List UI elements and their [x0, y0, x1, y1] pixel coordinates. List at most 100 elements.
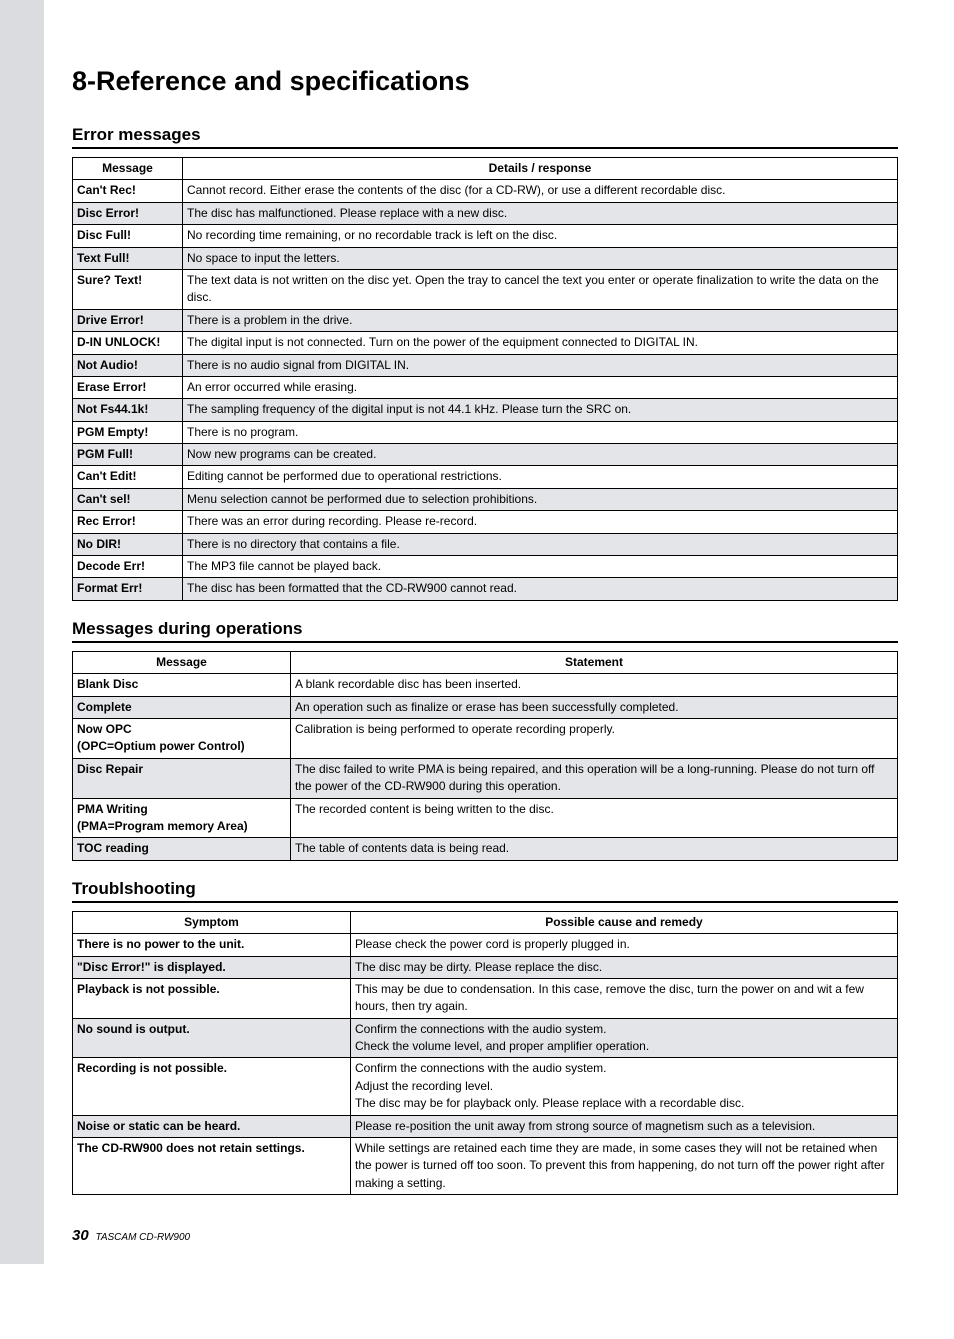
error-detail-cell: There is no directory that contains a fi…: [183, 533, 898, 555]
page: 8-Reference and specifications Error mes…: [0, 0, 954, 1264]
page-footer: 30 TASCAM CD-RW900: [72, 1227, 898, 1244]
error-message-cell: Sure? Text!: [73, 269, 183, 309]
table-row: Sure? Text!The text data is not written …: [73, 269, 898, 309]
table-row: Erase Error!An error occurred while eras…: [73, 376, 898, 398]
ops-message-cell: Now OPC(OPC=Optium power Control): [73, 718, 291, 758]
error-message-cell: Can't Edit!: [73, 466, 183, 488]
error-message-cell: No DIR!: [73, 533, 183, 555]
error-detail-cell: The digital input is not connected. Turn…: [183, 332, 898, 354]
error-detail-cell: There was an error during recording. Ple…: [183, 511, 898, 533]
trouble-remedy-cell: Confirm the connections with the audio s…: [351, 1058, 898, 1115]
troubleshooting-table: Symptom Possible cause and remedy There …: [72, 911, 898, 1195]
table-row: No sound is output.Confirm the connectio…: [73, 1018, 898, 1058]
table-row: Recording is not possible.Confirm the co…: [73, 1058, 898, 1115]
ops-messages-table: Message Statement Blank DiscA blank reco…: [72, 651, 898, 861]
error-message-cell: Decode Err!: [73, 556, 183, 578]
trouble-col-symptom: Symptom: [73, 911, 351, 933]
trouble-symptom-cell: There is no power to the unit.: [73, 934, 351, 956]
error-detail-cell: The disc has been formatted that the CD-…: [183, 578, 898, 600]
table-row: Can't Edit!Editing cannot be performed d…: [73, 466, 898, 488]
table-row: Drive Error!There is a problem in the dr…: [73, 309, 898, 331]
ops-message-cell: Complete: [73, 696, 291, 718]
error-message-cell: Rec Error!: [73, 511, 183, 533]
ops-statement-cell: The disc failed to write PMA is being re…: [291, 758, 898, 798]
table-row: CompleteAn operation such as finalize or…: [73, 696, 898, 718]
error-message-cell: Disc Error!: [73, 202, 183, 224]
error-detail-cell: The disc has malfunctioned. Please repla…: [183, 202, 898, 224]
table-row: Blank DiscA blank recordable disc has be…: [73, 674, 898, 696]
table-row: Text Full!No space to input the letters.: [73, 247, 898, 269]
trouble-remedy-cell: Please re-position the unit away from st…: [351, 1115, 898, 1137]
ops-col-message: Message: [73, 651, 291, 673]
error-message-cell: PGM Full!: [73, 444, 183, 466]
error-col-details: Details / response: [183, 158, 898, 180]
ops-statement-cell: The recorded content is being written to…: [291, 798, 898, 838]
table-row: PMA Writing(PMA=Program memory Area)The …: [73, 798, 898, 838]
trouble-symptom-cell: No sound is output.: [73, 1018, 351, 1058]
error-detail-cell: Cannot record. Either erase the contents…: [183, 180, 898, 202]
trouble-remedy-cell: This may be due to condensation. In this…: [351, 978, 898, 1018]
trouble-symptom-cell: Recording is not possible.: [73, 1058, 351, 1115]
table-row: TOC readingThe table of contents data is…: [73, 838, 898, 860]
ops-message-cell: Disc Repair: [73, 758, 291, 798]
table-row: Not Fs44.1k!The sampling frequency of th…: [73, 399, 898, 421]
error-detail-cell: No space to input the letters.: [183, 247, 898, 269]
error-detail-cell: An error occurred while erasing.: [183, 376, 898, 398]
page-number: 30: [72, 1227, 89, 1244]
table-row: PGM Empty!There is no program.: [73, 421, 898, 443]
error-message-cell: Disc Full!: [73, 225, 183, 247]
trouble-remedy-cell: The disc may be dirty. Please replace th…: [351, 956, 898, 978]
table-row: Can't Rec!Cannot record. Either erase th…: [73, 180, 898, 202]
table-row: Rec Error!There was an error during reco…: [73, 511, 898, 533]
table-row: "Disc Error!" is displayed.The disc may …: [73, 956, 898, 978]
trouble-symptom-cell: Playback is not possible.: [73, 978, 351, 1018]
left-margin-tab: [0, 0, 44, 1264]
table-row: No DIR!There is no directory that contai…: [73, 533, 898, 555]
table-row: Disc Error!The disc has malfunctioned. P…: [73, 202, 898, 224]
trouble-remedy-cell: Confirm the connections with the audio s…: [351, 1018, 898, 1058]
error-message-cell: Can't sel!: [73, 488, 183, 510]
trouble-remedy-cell: While settings are retained each time th…: [351, 1138, 898, 1195]
trouble-symptom-cell: "Disc Error!" is displayed.: [73, 956, 351, 978]
ops-message-cell: TOC reading: [73, 838, 291, 860]
ops-statement-cell: The table of contents data is being read…: [291, 838, 898, 860]
table-row: There is no power to the unit.Please che…: [73, 934, 898, 956]
table-row: Disc Full!No recording time remaining, o…: [73, 225, 898, 247]
error-detail-cell: Now new programs can be created.: [183, 444, 898, 466]
table-row: D-IN UNLOCK!The digital input is not con…: [73, 332, 898, 354]
error-detail-cell: The text data is not written on the disc…: [183, 269, 898, 309]
table-row: Now OPC(OPC=Optium power Control)Calibra…: [73, 718, 898, 758]
ops-message-cell: PMA Writing(PMA=Program memory Area): [73, 798, 291, 838]
trouble-remedy-cell: Please check the power cord is properly …: [351, 934, 898, 956]
error-message-cell: D-IN UNLOCK!: [73, 332, 183, 354]
error-detail-cell: There is a problem in the drive.: [183, 309, 898, 331]
error-detail-cell: There is no audio signal from DIGITAL IN…: [183, 354, 898, 376]
table-row: Not Audio!There is no audio signal from …: [73, 354, 898, 376]
table-row: Format Err!The disc has been formatted t…: [73, 578, 898, 600]
section-heading-trouble: Troublshooting: [72, 879, 898, 903]
chapter-title: 8-Reference and specifications: [72, 66, 898, 97]
table-row: The CD-RW900 does not retain settings.Wh…: [73, 1138, 898, 1195]
table-row: Can't sel!Menu selection cannot be perfo…: [73, 488, 898, 510]
error-detail-cell: The MP3 file cannot be played back.: [183, 556, 898, 578]
ops-message-cell: Blank Disc: [73, 674, 291, 696]
table-row: Noise or static can be heard.Please re-p…: [73, 1115, 898, 1137]
error-message-cell: Not Fs44.1k!: [73, 399, 183, 421]
table-row: PGM Full!Now new programs can be created…: [73, 444, 898, 466]
error-message-cell: Can't Rec!: [73, 180, 183, 202]
trouble-col-remedy: Possible cause and remedy: [351, 911, 898, 933]
table-row: Decode Err!The MP3 file cannot be played…: [73, 556, 898, 578]
error-detail-cell: The sampling frequency of the digital in…: [183, 399, 898, 421]
ops-statement-cell: An operation such as finalize or erase h…: [291, 696, 898, 718]
section-heading-ops: Messages during operations: [72, 619, 898, 643]
error-message-cell: PGM Empty!: [73, 421, 183, 443]
error-messages-table: Message Details / response Can't Rec!Can…: [72, 157, 898, 601]
section-heading-error: Error messages: [72, 125, 898, 149]
table-row: Playback is not possible.This may be due…: [73, 978, 898, 1018]
ops-col-statement: Statement: [291, 651, 898, 673]
error-detail-cell: Editing cannot be performed due to opera…: [183, 466, 898, 488]
error-message-cell: Drive Error!: [73, 309, 183, 331]
error-message-cell: Text Full!: [73, 247, 183, 269]
error-col-message: Message: [73, 158, 183, 180]
error-detail-cell: No recording time remaining, or no recor…: [183, 225, 898, 247]
